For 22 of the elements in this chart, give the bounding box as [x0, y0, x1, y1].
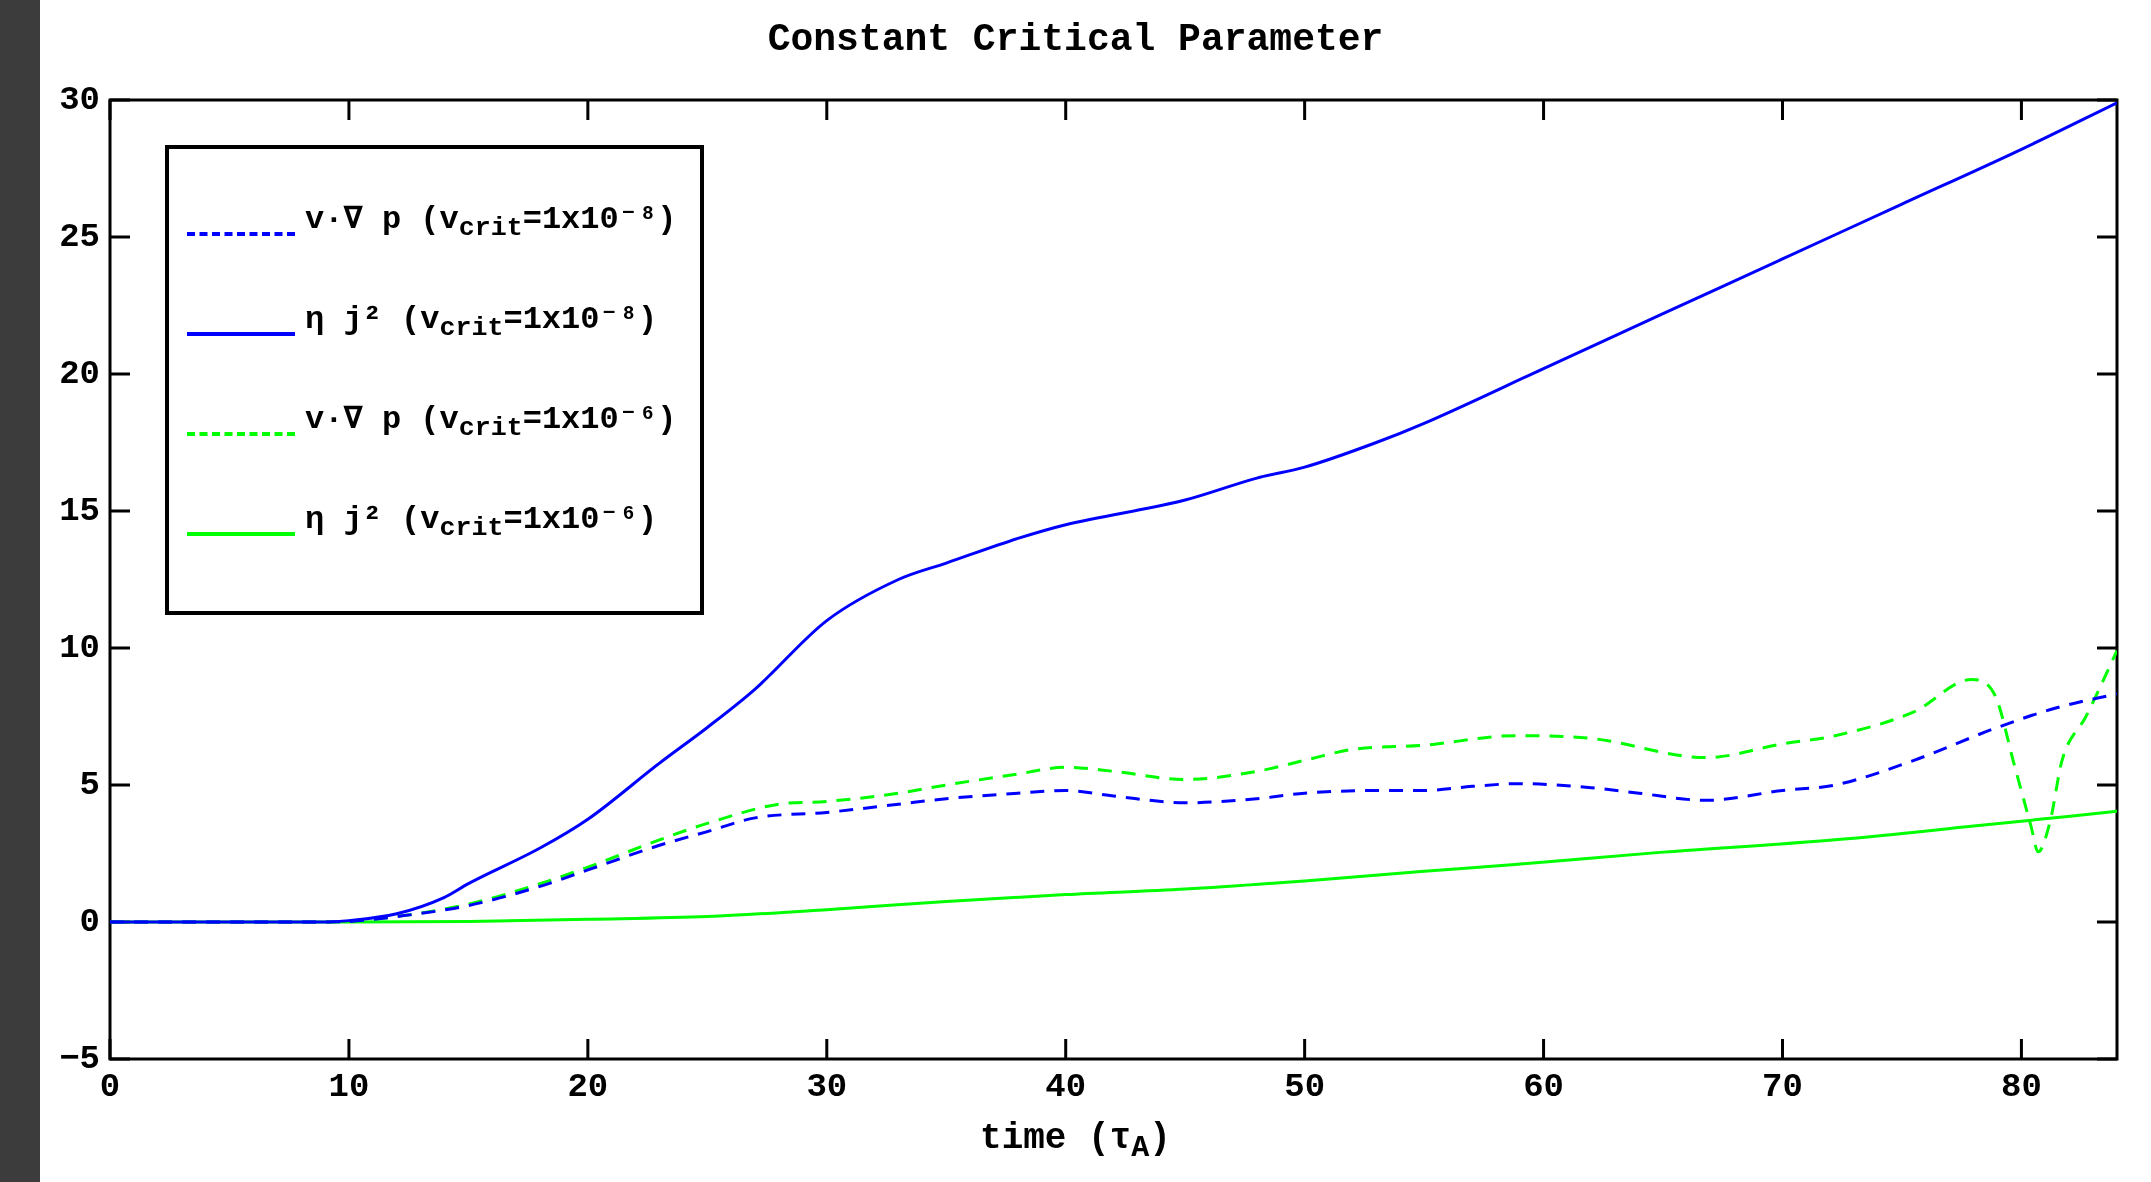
x-tick-label: 70 [1762, 1067, 1803, 1106]
y-tick-label: 25 [59, 217, 100, 256]
y-tick-label: 0 [79, 902, 100, 941]
legend-label: v·∇ p (v$_{crit}$=1x10⁻⁶) [305, 400, 677, 444]
x-tick-label: 30 [806, 1067, 848, 1106]
y-tick-label: 30 [59, 80, 100, 119]
x-tick-label: 10 [328, 1067, 370, 1106]
y-tick-label: 10 [59, 628, 100, 667]
legend-label: η j² (v$_{crit}$=1x10⁻⁸) [305, 300, 658, 344]
y-tick-label: −5 [59, 1039, 100, 1078]
y-tick-label: 20 [59, 354, 100, 393]
y-tick-label: 5 [79, 765, 100, 804]
x-axis-title: time (τ$_{A}$) [979, 1118, 1172, 1166]
legend-label: v·∇ p (v$_{crit}$=1x10⁻⁸) [305, 200, 677, 244]
x-tick-label: 20 [567, 1067, 609, 1106]
y-tick-label: 15 [59, 491, 100, 530]
x-tick-label: 60 [1523, 1067, 1564, 1106]
legend-label: η j² (v$_{crit}$=1x10⁻⁶) [305, 500, 658, 544]
x-tick-label: 50 [1284, 1067, 1326, 1106]
x-tick-label: 80 [2001, 1067, 2042, 1106]
x-tick-label: 40 [1045, 1067, 1087, 1106]
chart-title: Constant Critical Parameter [766, 18, 1385, 61]
